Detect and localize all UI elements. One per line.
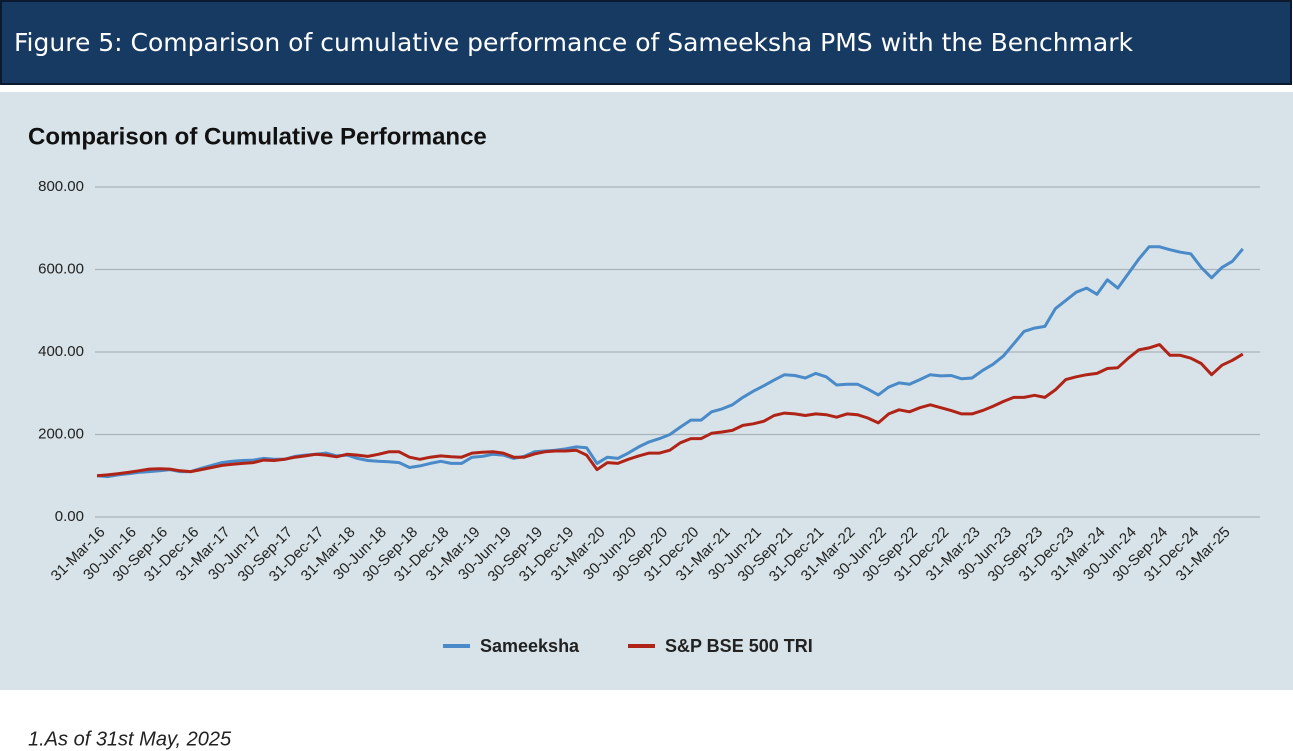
legend-label: S&P BSE 500 TRI — [665, 636, 813, 656]
chart-title: Comparison of Cumulative Performance — [28, 123, 487, 150]
chart-panel — [0, 92, 1293, 690]
footnote: 1.As of 31st May, 2025 — [28, 728, 232, 750]
y-tick-label: 0.00 — [55, 508, 84, 525]
legend-label: Sameeksha — [480, 636, 580, 656]
header-bar — [0, 0, 1292, 85]
y-tick-label: 400.00 — [38, 343, 84, 360]
y-tick-label: 600.00 — [38, 260, 84, 277]
series-line — [96, 343, 1244, 478]
y-tick-label: 200.00 — [38, 425, 84, 442]
header-title: Figure 5: Comparison of cumulative perfo… — [14, 28, 1134, 57]
y-tick-label: 800.00 — [38, 178, 84, 195]
plot: 0.00200.00400.00600.00800.0031-Mar-1630-… — [38, 178, 1260, 656]
